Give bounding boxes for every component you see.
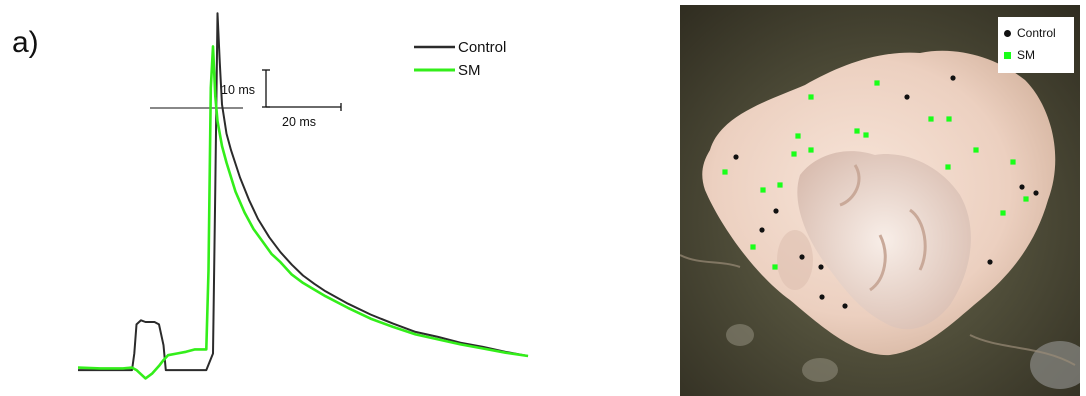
sm-electrode-square — [946, 116, 952, 122]
trace-control — [78, 12, 529, 372]
sm-electrode-square — [750, 244, 756, 250]
sm-electrode-square — [808, 94, 814, 100]
control-electrode-dot — [773, 208, 779, 214]
sm-electrode-square — [777, 182, 783, 188]
photo-legend: Control SM — [998, 17, 1074, 73]
photo-legend-sm: SM — [1004, 48, 1035, 62]
sm-electrode-square — [772, 264, 778, 270]
sm-electrode-square — [874, 80, 880, 86]
sm-electrode-square — [945, 164, 951, 170]
trace-chart: 10 ms 20 ms Control SM — [77, 12, 529, 380]
control-electrode-dot — [733, 154, 739, 160]
electrode-markers — [722, 75, 1039, 309]
heart-image — [680, 5, 1080, 396]
control-electrode-dot — [759, 227, 765, 233]
sm-electrode-square — [722, 169, 728, 175]
sm-electrode-square — [1010, 159, 1016, 165]
legend-label-sm: SM — [458, 62, 481, 79]
control-electrode-dot — [987, 259, 993, 265]
sm-square-icon — [1004, 51, 1011, 59]
photo-legend-control: Control — [1004, 26, 1056, 40]
control-electrode-dot — [842, 303, 848, 309]
sm-electrode-square — [973, 147, 979, 153]
sm-electrode-square — [854, 128, 860, 134]
control-electrode-dot — [1019, 184, 1025, 190]
control-dot-icon — [1004, 29, 1011, 37]
heart-photo: Control SM — [680, 5, 1080, 396]
control-electrode-dot — [904, 94, 910, 100]
trace-lines — [77, 12, 529, 380]
control-electrode-dot — [819, 294, 825, 300]
trace-sm — [77, 45, 529, 380]
control-electrode-dot — [818, 264, 824, 270]
panel-label: a) — [12, 26, 39, 59]
control-electrode-dot — [799, 254, 805, 260]
vertical-scale-label: 10 ms — [221, 83, 255, 97]
sm-electrode-square — [1023, 196, 1029, 202]
sm-electrode-square — [808, 147, 814, 153]
sm-electrode-square — [760, 187, 766, 193]
sm-electrode-square — [1000, 210, 1006, 216]
sm-electrode-square — [791, 151, 797, 157]
legend-label-control: Control — [458, 39, 506, 56]
control-electrode-dot — [950, 75, 956, 81]
sm-electrode-square — [928, 116, 934, 122]
sm-electrode-square — [863, 132, 869, 138]
control-electrode-dot — [1033, 190, 1039, 196]
horizontal-scale-label: 20 ms — [282, 115, 316, 129]
sm-electrode-square — [795, 133, 801, 139]
